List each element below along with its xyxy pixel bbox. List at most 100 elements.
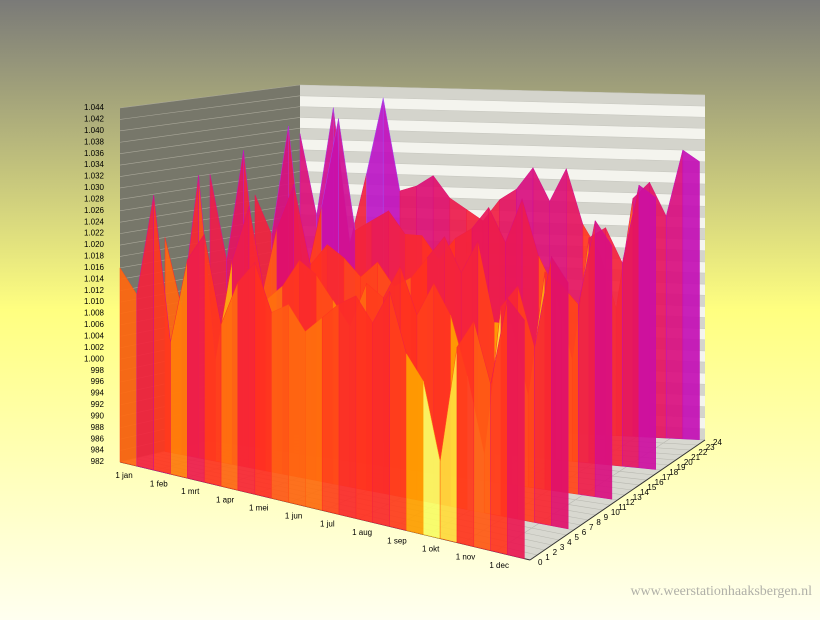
grid-line [299,127,706,140]
x-tick-label: 1 nov [456,553,476,562]
y-tick-label: 1.014 [84,274,105,283]
y-tick-label: 996 [91,377,105,386]
z-tick-label: 8 [596,518,601,527]
labels: 9829849869889909929949969981.0001.0021.0… [84,103,722,570]
x-tick-label: 1 feb [150,479,168,488]
y-tick-label: 1.018 [84,252,105,261]
y-tick-label: 1.012 [84,286,105,295]
z-tick-label: 19 [677,463,686,472]
surface-segment [119,267,138,467]
x-tick-label: 1 jan [115,471,132,480]
y-tick-label: 1.016 [84,263,105,272]
y-tick-label: 1.008 [84,309,105,318]
z-tick-label: 6 [582,528,587,537]
wall-band [300,149,705,173]
x-tick-label: 1 dec [489,561,509,570]
axis-line [529,439,706,561]
y-tick-label: 1.010 [84,297,105,306]
y-tick-label: 1.004 [84,331,105,340]
y-tick-label: 1.030 [84,183,105,192]
y-tick-label: 990 [91,411,105,420]
surface-segment [551,255,569,530]
z-tick-label: 18 [669,468,678,477]
grid-line [119,127,301,154]
x-tick-label: 1 aug [352,528,372,537]
z-tick-label: 16 [655,478,664,487]
z-tick-label: 22 [698,448,707,457]
surface-segment [594,219,613,500]
grid-line [299,84,706,96]
surface-segment [288,303,306,507]
z-tick-label: 4 [567,538,572,547]
y-tick-label: 1.040 [84,126,105,135]
grid-line [119,117,301,143]
z-tick-label: 17 [662,473,671,482]
wall-band [300,171,705,196]
z-tick-label: 5 [574,533,579,542]
grid-line [119,84,301,109]
z-tick-label: 15 [647,483,656,492]
surface-segment [682,149,700,440]
surface-segment [355,294,373,523]
grid-line [299,149,706,163]
grid-line [119,138,301,166]
z-tick-label: 23 [706,443,715,452]
z-tick-label: 3 [560,543,565,552]
z-tick-label: 10 [611,508,620,517]
y-tick-label: 986 [91,434,105,443]
y-tick-label: 982 [91,457,105,466]
x-tick-label: 1 mei [249,503,269,512]
z-tick-label: 9 [604,513,609,522]
x-tick-label: 1 okt [422,544,440,553]
grid-line [299,106,706,118]
z-tick-label: 24 [713,438,722,447]
grid-line [119,149,301,177]
z-tick-label: 20 [684,458,693,467]
y-tick-label: 992 [91,400,105,409]
surface-segment [507,297,525,560]
y-tick-label: 1.038 [84,137,105,146]
y-tick-label: 1.006 [84,320,105,329]
surface-segment [321,303,340,515]
surface-segment [372,291,390,527]
z-tick-label: 13 [633,493,642,502]
surface-segment [271,304,289,503]
grid-line [299,95,706,107]
y-tick-label: 1.024 [84,217,105,226]
z-tick-label: 1 [545,553,550,562]
surface-segment [187,233,205,483]
y-tick-label: 1.020 [84,240,105,249]
grid-line [119,95,301,120]
surface-segment [338,295,357,519]
z-tick-label: 12 [626,498,635,507]
z-tick-label: 7 [589,523,594,532]
wall-band [300,128,705,151]
surface-segment [237,261,256,495]
surface-segment [305,317,323,511]
y-tick-label: 1.028 [84,194,105,203]
y-tick-label: 1.044 [84,103,105,112]
x-tick-label: 1 apr [216,495,235,504]
wall-band [300,106,705,129]
surface-segment [456,320,475,547]
y-tick-label: 1.036 [84,149,105,158]
grid-line [119,106,301,132]
watermark: www.weerstationhaaksbergen.nl [630,584,812,599]
y-tick-label: 1.022 [84,229,105,238]
y-tick-label: 988 [91,423,105,432]
x-tick-label: 1 sep [387,536,407,545]
z-tick-label: 14 [640,488,649,497]
y-tick-label: 1.000 [84,354,105,363]
x-tick-label: 1 jun [285,512,302,521]
grid-line [299,138,706,151]
x-tick-label: 1 jul [320,520,335,529]
surface-segment [638,184,656,470]
y-tick-label: 1.002 [84,343,105,352]
z-tick-label: 0 [538,558,543,567]
z-tick-label: 2 [553,548,558,557]
y-tick-label: 984 [91,446,105,455]
grid-line [299,160,706,174]
z-tick-label: 21 [691,453,700,462]
grid-line [299,117,706,129]
